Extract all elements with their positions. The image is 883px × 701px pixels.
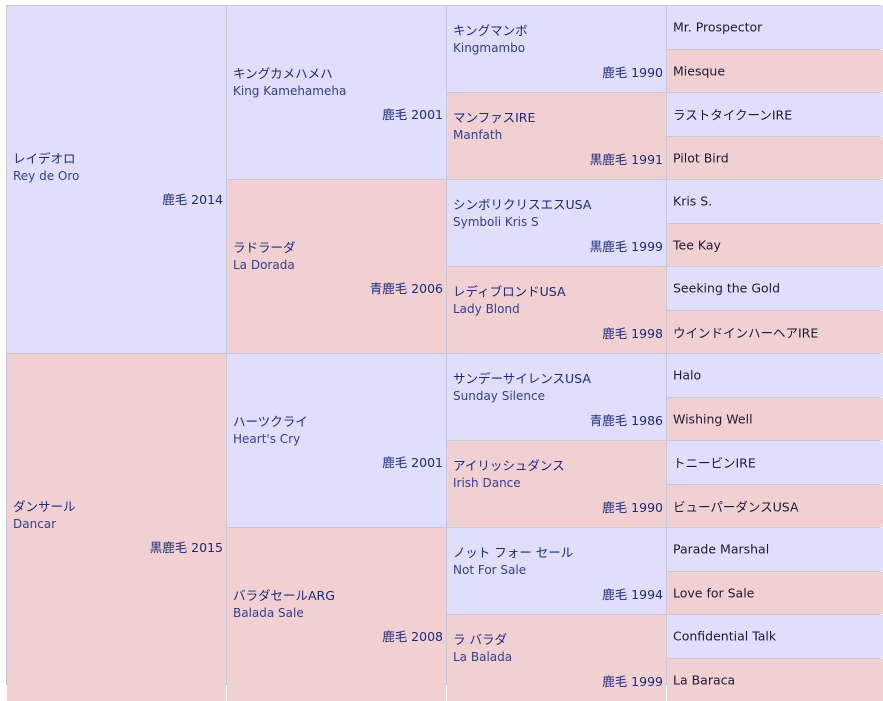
horse-name-en: Irish Dance xyxy=(453,476,521,490)
horse-name[interactable]: ウインドインハーヘアIRE xyxy=(673,322,818,341)
pedigree-gen4-06: Tee Kay xyxy=(667,224,883,267)
pedigree-sire-sire: キングカメハメハ King Kamehameha 鹿毛 2001 xyxy=(227,6,446,179)
pedigree-sdd: レディブロンドUSA Lady Blond 鹿毛 1998 xyxy=(447,267,666,353)
pedigree-table: レイデオロ Rey de Oro 鹿毛 2014 ダンサール Dancar 黒鹿… xyxy=(6,5,881,685)
horse-name[interactable]: La Baraca xyxy=(673,672,735,687)
horse-name-ja[interactable]: レディブロンドUSA xyxy=(453,281,566,300)
horse-name[interactable]: Confidential Talk xyxy=(673,629,776,644)
horse-name-en: Balada Sale xyxy=(233,606,304,620)
horse-name-ja[interactable]: シンボリクリスエスUSA xyxy=(453,194,591,213)
horse-coat-year: 黒鹿毛 1999 xyxy=(590,236,663,255)
horse-name-en: Lady Blond xyxy=(453,302,520,316)
horse-coat-year: 鹿毛 1990 xyxy=(602,62,663,81)
pedigree-gen4-14: Love for Sale xyxy=(667,572,883,615)
pedigree-gen4-12: ビューパーダンスUSA xyxy=(667,485,883,528)
pedigree-sds: シンボリクリスエスUSA Symboli Kris S 黒鹿毛 1999 xyxy=(447,180,666,266)
horse-name[interactable]: Tee Kay xyxy=(673,237,721,252)
horse-name-ja[interactable]: レイデオロ xyxy=(13,148,76,167)
horse-name-ja[interactable]: ダンサール xyxy=(13,496,76,515)
horse-name-ja[interactable]: アイリッシュダンス xyxy=(453,455,565,474)
pedigree-gen4-04: Pilot Bird xyxy=(667,137,883,180)
horse-name-en: Symboli Kris S xyxy=(453,215,539,229)
horse-name[interactable]: Pilot Bird xyxy=(673,150,729,165)
pedigree-gen4-11: トニービンIRE xyxy=(667,441,883,484)
pedigree-sss: キングマンボ Kingmambo 鹿毛 1990 xyxy=(447,6,666,92)
horse-name[interactable]: Halo xyxy=(673,368,701,383)
pedigree-gen4-08: ウインドインハーヘアIRE xyxy=(667,311,883,354)
horse-name[interactable]: Love for Sale xyxy=(673,585,754,600)
pedigree-gen4-13: Parade Marshal xyxy=(667,528,883,571)
horse-name-ja[interactable]: サンデーサイレンスUSA xyxy=(453,368,591,387)
horse-name[interactable]: Seeking the Gold xyxy=(673,281,780,296)
pedigree-gen4-16: La Baraca xyxy=(667,659,883,701)
horse-name-en: Dancar xyxy=(13,517,56,531)
pedigree-gen4-15: Confidential Talk xyxy=(667,615,883,658)
horse-name[interactable]: ラストタイクーンIRE xyxy=(673,105,792,124)
horse-name[interactable]: Kris S. xyxy=(673,194,712,209)
horse-name-ja[interactable]: バラダセールARG xyxy=(233,585,335,604)
horse-name[interactable]: トニービンIRE xyxy=(673,453,756,472)
horse-coat-year: 鹿毛 2008 xyxy=(382,626,443,645)
horse-coat-year: 鹿毛 1994 xyxy=(602,584,663,603)
horse-name[interactable]: Miesque xyxy=(673,63,725,78)
horse-name-ja[interactable]: キングマンボ xyxy=(453,20,528,39)
horse-name[interactable]: ビューパーダンスUSA xyxy=(673,496,799,515)
horse-coat-year: 青鹿毛 2006 xyxy=(370,278,443,297)
horse-coat-year: 黒鹿毛 2015 xyxy=(150,537,223,556)
horse-name-en: Sunday Silence xyxy=(453,389,545,403)
pedigree-gen4-07: Seeking the Gold xyxy=(667,267,883,310)
horse-coat-year: 鹿毛 1990 xyxy=(602,497,663,516)
horse-name[interactable]: Mr. Prospector xyxy=(673,20,762,35)
pedigree-dam-sire: ハーツクライ Heart's Cry 鹿毛 2001 xyxy=(227,354,446,527)
pedigree-sire-dam: ラドラーダ La Dorada 青鹿毛 2006 xyxy=(227,180,446,353)
pedigree-dsd: アイリッシュダンス Irish Dance 鹿毛 1990 xyxy=(447,441,666,527)
horse-name-en: Heart's Cry xyxy=(233,432,300,446)
horse-coat-year: 鹿毛 1998 xyxy=(602,323,663,342)
pedigree-ddd: ラ バラダ La Balada 鹿毛 1999 xyxy=(447,615,666,701)
pedigree-gen4-01: Mr. Prospector xyxy=(667,6,883,49)
pedigree-sire: レイデオロ Rey de Oro 鹿毛 2014 xyxy=(7,6,226,353)
horse-name-ja[interactable]: ラドラーダ xyxy=(233,237,296,256)
horse-coat-year: 黒鹿毛 1991 xyxy=(590,149,663,168)
horse-name-ja[interactable]: ラ バラダ xyxy=(453,629,507,648)
horse-coat-year: 鹿毛 2014 xyxy=(162,189,223,208)
horse-name-ja[interactable]: ノット フォー セール xyxy=(453,542,573,561)
pedigree-gen4-05: Kris S. xyxy=(667,180,883,223)
horse-name-ja[interactable]: ハーツクライ xyxy=(233,411,308,430)
pedigree-dds: ノット フォー セール Not For Sale 鹿毛 1994 xyxy=(447,528,666,614)
horse-name-en: Manfath xyxy=(453,128,502,142)
pedigree-gen4-10: Wishing Well xyxy=(667,398,883,441)
pedigree-dam-dam: バラダセールARG Balada Sale 鹿毛 2008 xyxy=(227,528,446,701)
horse-name-en: Not For Sale xyxy=(453,563,526,577)
horse-name-ja[interactable]: マンファスIRE xyxy=(453,107,535,126)
pedigree-dss: サンデーサイレンスUSA Sunday Silence 青鹿毛 1986 xyxy=(447,354,666,440)
pedigree-dam: ダンサール Dancar 黒鹿毛 2015 xyxy=(7,354,226,701)
horse-name-en: Kingmambo xyxy=(453,41,525,55)
horse-name-ja[interactable]: キングカメハメハ xyxy=(233,63,333,82)
pedigree-ssd: マンファスIRE Manfath 黒鹿毛 1991 xyxy=(447,93,666,179)
horse-name-en: La Dorada xyxy=(233,258,295,272)
horse-coat-year: 鹿毛 2001 xyxy=(382,452,443,471)
horse-name-en: La Balada xyxy=(453,650,512,664)
horse-coat-year: 青鹿毛 1986 xyxy=(590,410,663,429)
pedigree-gen4-03: ラストタイクーンIRE xyxy=(667,93,883,136)
pedigree-gen4-09: Halo xyxy=(667,354,883,397)
horse-name-en: Rey de Oro xyxy=(13,169,79,183)
pedigree-gen4-02: Miesque xyxy=(667,50,883,93)
horse-coat-year: 鹿毛 2001 xyxy=(382,104,443,123)
horse-name-en: King Kamehameha xyxy=(233,84,346,98)
horse-coat-year: 鹿毛 1999 xyxy=(602,671,663,690)
horse-name[interactable]: Wishing Well xyxy=(673,411,753,426)
horse-name[interactable]: Parade Marshal xyxy=(673,542,769,557)
